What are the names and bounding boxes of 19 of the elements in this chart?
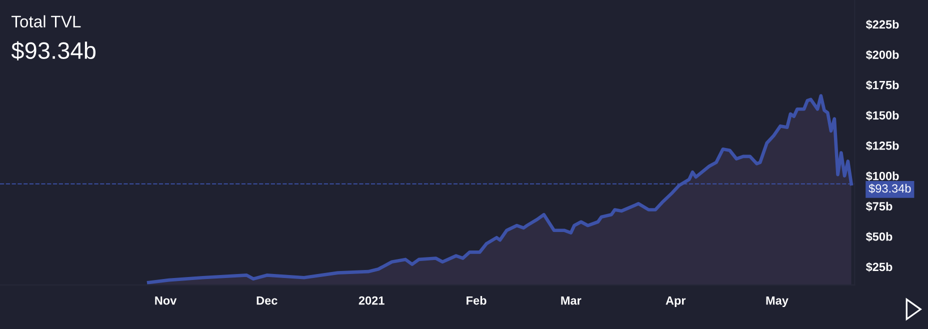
y-tick-label: $175b xyxy=(866,80,899,90)
x-tick-label: Apr xyxy=(666,296,686,308)
x-tick-label: Nov xyxy=(155,296,177,305)
x-tick-label: Mar xyxy=(561,296,582,305)
y-tick-label: $50b xyxy=(866,232,892,242)
y-tick-label: $100b xyxy=(866,171,899,181)
y-tick-label: $200b xyxy=(866,50,899,60)
y-tick-label: $125b xyxy=(866,141,899,151)
y-tick-label: $150b xyxy=(866,110,899,120)
ref-line-label: $93.34b xyxy=(868,184,911,194)
y-tick-label: $75b xyxy=(866,202,892,212)
x-tick-label: Feb xyxy=(466,296,486,305)
x-tick-label: 2021 xyxy=(358,296,384,305)
y-tick-label: $25b xyxy=(866,262,892,272)
x-tick-label: May xyxy=(766,296,788,308)
text: $93.34b xyxy=(11,41,96,60)
x-tick-label: Dec xyxy=(256,296,278,305)
y-tick-label: $225b xyxy=(866,20,899,30)
text: Total TVL xyxy=(12,15,81,28)
